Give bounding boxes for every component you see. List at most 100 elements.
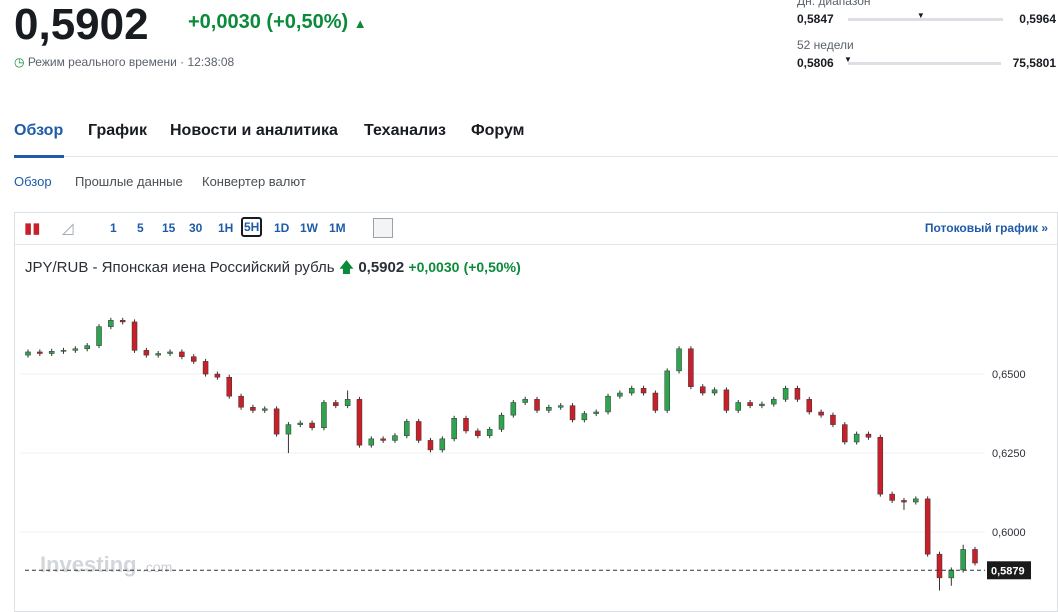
candle-body: [593, 411, 599, 414]
candle-body: [652, 392, 659, 411]
area-icon[interactable]: ◿: [62, 220, 74, 237]
candle-body: [380, 438, 386, 441]
candle-body: [404, 421, 410, 436]
candle-body: [309, 422, 315, 429]
candle-body: [581, 413, 588, 421]
interval-button[interactable]: 30: [189, 221, 203, 235]
candle-body: [451, 418, 457, 440]
candle-body: [948, 569, 955, 579]
interval-button[interactable]: 1W: [300, 221, 318, 235]
candle-body: [190, 356, 197, 362]
interval-button[interactable]: 1: [110, 221, 117, 235]
candle-body: [830, 414, 836, 425]
candle-body: [463, 418, 469, 432]
candle-body: [771, 399, 777, 405]
candle-body: [936, 553, 943, 579]
chart-change: +0,0030: [408, 259, 460, 275]
candle-body: [759, 403, 765, 406]
subtab[interactable]: Обзор: [14, 174, 52, 189]
chart-price: 0,5902: [358, 259, 405, 276]
watermark: Investing: [40, 552, 137, 577]
candle-body: [167, 351, 173, 354]
candle-body: [84, 345, 90, 350]
candle-body: [617, 392, 623, 397]
candle-body: [818, 411, 824, 416]
tab[interactable]: Новости и аналитика: [170, 122, 338, 139]
candle-body: [794, 388, 801, 400]
candle-body: [723, 389, 730, 411]
interval-button[interactable]: 5H: [241, 217, 263, 237]
interval-button[interactable]: 1M: [329, 221, 346, 235]
tab[interactable]: Обзор: [14, 122, 64, 139]
day-low: 0,5847: [797, 12, 834, 26]
candle-body: [557, 405, 564, 408]
candle-body: [605, 395, 611, 413]
day-range-label: Дн. диапазон: [797, 0, 871, 8]
subtab[interactable]: Конвертер валют: [202, 174, 306, 189]
candle-body: [889, 493, 895, 501]
candle-body: [664, 370, 670, 411]
w52-low: 0,5806: [797, 56, 834, 70]
last-price-box: [987, 561, 1031, 580]
candle-body: [214, 373, 221, 378]
candle-icon[interactable]: ▮▮: [24, 220, 41, 237]
candle-body: [865, 433, 872, 438]
candle-body: [356, 399, 363, 446]
candle-body: [924, 498, 931, 555]
day-bar: ▼: [848, 11, 1003, 21]
last-price-label: 0,5879: [991, 565, 1025, 577]
calendar-icon[interactable]: [373, 218, 393, 238]
candle-body: [297, 422, 304, 425]
candle-body: [806, 399, 813, 413]
interval-button[interactable]: 1H: [218, 221, 234, 235]
candle-body: [439, 438, 446, 451]
candle-body: [960, 549, 966, 571]
candle-body: [179, 351, 185, 357]
chart-change-pct: (+0,50%): [463, 259, 521, 275]
candle-body: [48, 351, 55, 354]
candle-body: [238, 395, 244, 408]
w52-bar: ▼: [844, 55, 1001, 65]
stream-link[interactable]: Потоковый график »: [924, 221, 1048, 235]
candle-body: [640, 388, 647, 394]
candle-body: [877, 437, 884, 495]
candle-body: [333, 402, 339, 406]
candle-body: [143, 350, 150, 356]
candle-body: [262, 408, 268, 411]
candle-body: [901, 500, 907, 503]
candle-body: [427, 440, 434, 451]
candle-body: [522, 399, 528, 403]
w52-label: 52 недели: [797, 38, 854, 52]
candle-body: [699, 386, 706, 394]
tab[interactable]: График: [88, 122, 147, 139]
realtime: ◷ Режим реального времени · 12:38:08: [14, 55, 234, 69]
interval-button[interactable]: 1D: [274, 221, 290, 235]
realtime-text: Режим реального времени · 12:38:08: [27, 55, 235, 69]
candle-body: [119, 320, 126, 323]
change: +0,0030 (+0,50%) ▲: [188, 11, 367, 34]
candle-body: [226, 376, 232, 397]
candle-body: [628, 388, 635, 394]
candle-body: [415, 421, 422, 441]
candle-body: [131, 321, 138, 351]
clock-icon: ◷: [14, 55, 25, 69]
interval-button[interactable]: 5: [137, 221, 144, 235]
candle-body: [25, 351, 31, 356]
candle-body: [72, 348, 79, 351]
change-pct: (+0,50%): [266, 11, 349, 33]
interval-button[interactable]: 15: [162, 221, 176, 235]
w52-marker: ▼: [844, 55, 852, 64]
day-marker: ▼: [916, 11, 925, 20]
y-tick-label: 0,6000: [992, 527, 1026, 539]
tab[interactable]: Теханализ: [364, 122, 446, 139]
candle-body: [569, 405, 576, 421]
candle-body: [546, 406, 552, 411]
candle-body: [60, 350, 67, 352]
tab[interactable]: Форум: [471, 122, 525, 139]
candle-body: [321, 402, 327, 429]
subtab[interactable]: Прошлые данные: [75, 174, 183, 189]
w52-high: 75,5801: [1012, 56, 1056, 70]
candle-body: [273, 408, 280, 435]
tab-underline: [14, 155, 64, 158]
